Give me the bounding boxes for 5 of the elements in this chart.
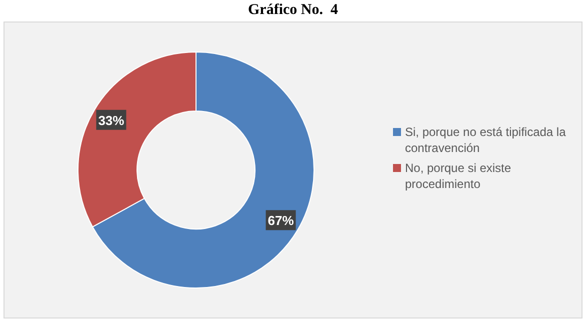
chart-title: Gráfico No. 4 — [248, 2, 338, 18]
legend-label: No, porque si existe procedimiento — [405, 161, 512, 191]
legend-label: Si, porque no está tipificada la contravención — [405, 125, 566, 155]
data-label: 33% — [98, 112, 125, 128]
data-label: 67% — [268, 213, 294, 228]
